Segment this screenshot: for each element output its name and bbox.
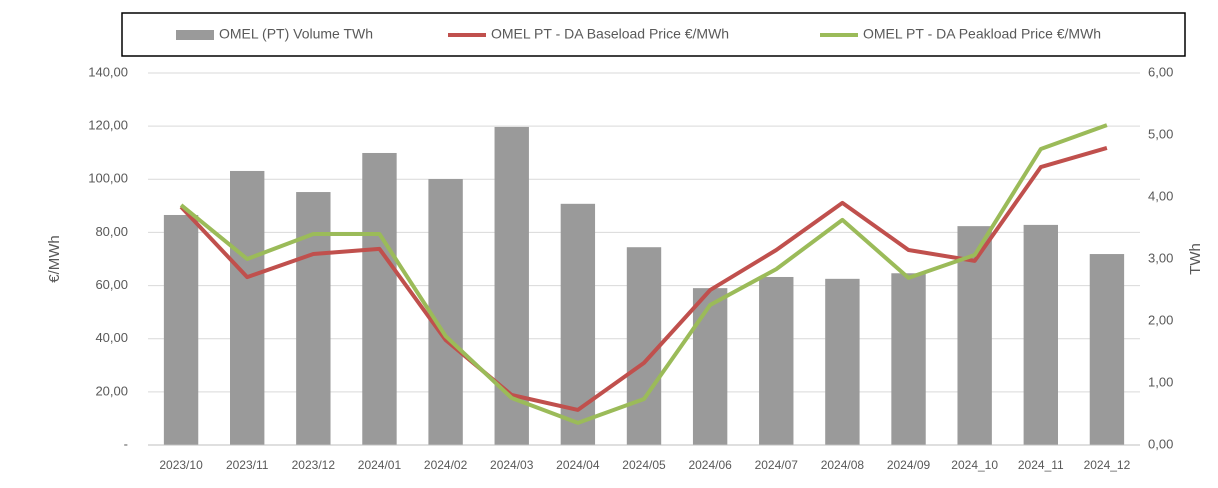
bar xyxy=(362,152,397,446)
x-tick-label: 2024_11 xyxy=(1018,458,1064,472)
x-tick-label: 2024/03 xyxy=(490,458,534,472)
y2-tick-label: 3,00 xyxy=(1148,250,1173,265)
x-tick-label: 2024/01 xyxy=(358,458,402,472)
x-tick-label: 2023/11 xyxy=(226,458,269,472)
y2-tick-label: 5,00 xyxy=(1148,126,1173,141)
y-tick-label: 40,00 xyxy=(95,330,128,345)
bar xyxy=(1023,224,1058,445)
y-axis-label: €/MWh xyxy=(46,235,63,283)
line-series xyxy=(179,145,1108,412)
legend-swatch xyxy=(176,30,214,40)
x-tick-label: 2024_12 xyxy=(1084,458,1131,472)
bar xyxy=(230,170,265,445)
x-tick-label: 2024_10 xyxy=(951,458,998,472)
line-series xyxy=(179,123,1108,425)
y-tick-label: 140,00 xyxy=(88,64,128,79)
bar xyxy=(692,288,728,445)
bar xyxy=(494,126,529,445)
x-tick-label: 2024/08 xyxy=(821,458,865,472)
legend-label: OMEL PT - DA Peakload Price €/MWh xyxy=(863,26,1101,42)
bar xyxy=(163,214,199,445)
y-tick-label: 100,00 xyxy=(88,171,128,186)
x-tick-label: 2024/09 xyxy=(887,458,931,472)
legend-label: OMEL (PT) Volume TWh xyxy=(219,26,373,42)
bar xyxy=(626,247,662,445)
bar xyxy=(296,192,331,445)
bar xyxy=(560,203,596,445)
bar xyxy=(759,276,794,445)
y-tick-label: 60,00 xyxy=(95,277,128,292)
x-tick-label: 2023/12 xyxy=(292,458,336,472)
legend-box xyxy=(121,12,1186,57)
x-tick-label: 2024/06 xyxy=(688,458,732,472)
bar xyxy=(1089,254,1125,445)
y2-axis-label: TWh xyxy=(1187,243,1204,275)
y-tick-label: 80,00 xyxy=(95,224,128,239)
bar xyxy=(891,273,926,445)
x-tick-label: 2024/05 xyxy=(622,458,666,472)
x-tick-label: 2023/10 xyxy=(159,458,203,472)
y2-tick-label: 0,00 xyxy=(1148,436,1173,451)
y2-tick-label: 6,00 xyxy=(1148,64,1173,79)
y2-tick-label: 1,00 xyxy=(1148,374,1173,389)
y2-tick-label: 2,00 xyxy=(1148,312,1173,327)
bar xyxy=(428,179,463,445)
x-tick-label: 2024/02 xyxy=(424,458,468,472)
x-tick-label: 2024/07 xyxy=(755,458,799,472)
y2-tick-label: 4,00 xyxy=(1148,188,1173,203)
legend-label: OMEL PT - DA Baseload Price €/MWh xyxy=(491,26,729,42)
y-tick-label: - xyxy=(124,436,128,451)
x-tick-label: 2024/04 xyxy=(556,458,600,472)
y-tick-label: 120,00 xyxy=(88,118,128,133)
y-tick-label: 20,00 xyxy=(95,383,128,398)
bar xyxy=(825,278,860,445)
